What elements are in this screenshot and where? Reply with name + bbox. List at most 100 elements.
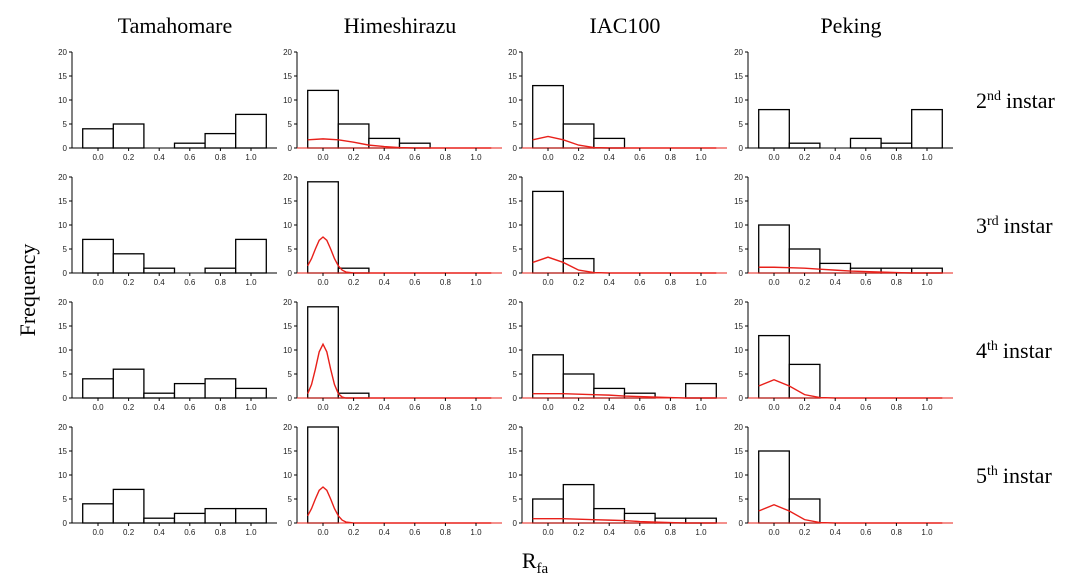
x-tick-label: 1.0 [245,153,257,162]
panel: 0 5 10 15 20 0.0 0.2 0.4 0.6 0.8 1.0 [283,298,502,412]
bar [685,382,717,399]
bar [911,108,943,149]
x-tick-label: 0.0 [542,403,554,412]
x-tick-label: 0.2 [348,153,360,162]
x-tick-label: 0.2 [799,278,811,287]
x-tick-label: 0.8 [891,153,903,162]
panel: 0 5 10 15 20 0.0 0.2 0.4 0.6 0.8 1.0 [734,173,953,287]
x-tick-label: 1.0 [470,153,482,162]
y-tick-label: 5 [739,495,744,504]
x-tick-label: 0.2 [799,528,811,537]
x-tick-label: 1.0 [470,403,482,412]
x-tick-label: 1.0 [245,278,257,287]
x-axis-label: Rfa [522,548,549,577]
y-tick-label: 10 [58,471,67,480]
bar [112,368,145,399]
row-label-text: instar [1006,88,1056,113]
y-tick-label: 20 [283,298,292,307]
y-tick-label: 0 [739,144,744,153]
bar [562,483,595,524]
bar [173,142,206,149]
x-tick-label: 0.0 [768,528,780,537]
panel: 0 5 10 15 20 0.0 0.2 0.4 0.6 0.8 1.0 [508,48,727,162]
y-tick-label: 20 [508,298,517,307]
x-tick-label: 0.8 [440,153,452,162]
bar [685,517,717,524]
row-label-number: 2 [976,88,987,113]
x-tick-label: 0.8 [665,403,677,412]
y-tick-label: 0 [63,394,68,403]
x-tick-label: 0.6 [409,528,421,537]
y-tick-label: 0 [513,394,518,403]
y-tick-label: 0 [739,269,744,278]
x-tick-label: 0.8 [215,278,227,287]
y-tick-label: 10 [508,346,517,355]
y-tick-label: 10 [283,346,292,355]
x-tick-label: 0.0 [92,528,104,537]
bar [562,123,595,149]
row-label-sup: nd [987,89,1001,104]
x-tick-label: 0.8 [215,528,227,537]
row-label-text: instar [1003,463,1053,488]
y-tick-label: 0 [739,394,744,403]
panel: 0 5 10 15 20 0.0 0.2 0.4 0.6 0.8 1.0 [283,48,502,162]
bar [143,267,176,274]
y-tick-label: 20 [58,173,67,182]
y-tick-label: 20 [734,298,743,307]
x-tick-label: 0.0 [92,153,104,162]
x-tick-label: 0.0 [317,403,329,412]
x-tick-label: 0.4 [379,153,391,162]
x-tick-label: 0.4 [830,403,842,412]
y-tick-label: 10 [58,346,67,355]
bar [758,450,790,524]
x-tick-label: 0.2 [348,528,360,537]
y-tick-label: 0 [288,269,293,278]
y-tick-label: 15 [58,447,67,456]
x-tick-label: 0.0 [768,278,780,287]
panel: 0 5 10 15 20 0.0 0.2 0.4 0.6 0.8 1.0 [58,423,277,537]
x-tick-label: 1.0 [921,153,933,162]
y-tick-label: 5 [63,245,68,254]
panel: 0 5 10 15 20 0.0 0.2 0.4 0.6 0.8 1.0 [283,173,502,287]
x-tick-label: 0.2 [123,153,135,162]
x-tick-label: 0.6 [860,403,872,412]
column-title: Tamahomare [118,13,233,38]
y-tick-label: 5 [513,120,518,129]
x-tick-label: 0.0 [317,528,329,537]
bar [911,267,943,274]
panel: 0 5 10 15 20 0.0 0.2 0.4 0.6 0.8 1.0 [58,298,277,412]
column-title: IAC100 [590,13,661,38]
x-tick-label: 0.8 [891,278,903,287]
x-label-base: R [522,548,537,573]
x-tick-label: 0.6 [184,528,196,537]
row-label-sup: th [987,464,998,479]
bar [307,306,339,399]
bar [819,262,852,274]
y-tick-label: 10 [58,221,67,230]
x-tick-label: 1.0 [470,528,482,537]
x-tick-label: 0.4 [379,278,391,287]
bar [532,190,564,274]
panel: 0 5 10 15 20 0.0 0.2 0.4 0.6 0.8 1.0 [508,173,727,287]
y-tick-label: 15 [734,197,743,206]
y-tick-label: 10 [283,221,292,230]
y-tick-label: 10 [734,96,743,105]
bar [173,382,206,399]
fitted-curve [307,236,492,274]
y-tick-label: 20 [283,423,292,432]
y-tick-label: 20 [508,423,517,432]
y-tick-label: 20 [734,423,743,432]
y-tick-label: 0 [513,519,518,528]
x-tick-label: 0.2 [573,153,585,162]
x-tick-label: 0.0 [542,278,554,287]
x-tick-label: 0.2 [123,278,135,287]
x-tick-label: 0.0 [92,403,104,412]
panel: 0 5 10 15 20 0.0 0.2 0.4 0.6 0.8 1.0 [58,173,277,287]
bar [112,488,145,524]
x-tick-label: 0.4 [154,278,166,287]
row-label-text: instar [1003,338,1053,363]
panel: 0 5 10 15 20 0.0 0.2 0.4 0.6 0.8 1.0 [283,423,502,537]
bar [143,517,176,524]
x-tick-label: 0.4 [154,153,166,162]
